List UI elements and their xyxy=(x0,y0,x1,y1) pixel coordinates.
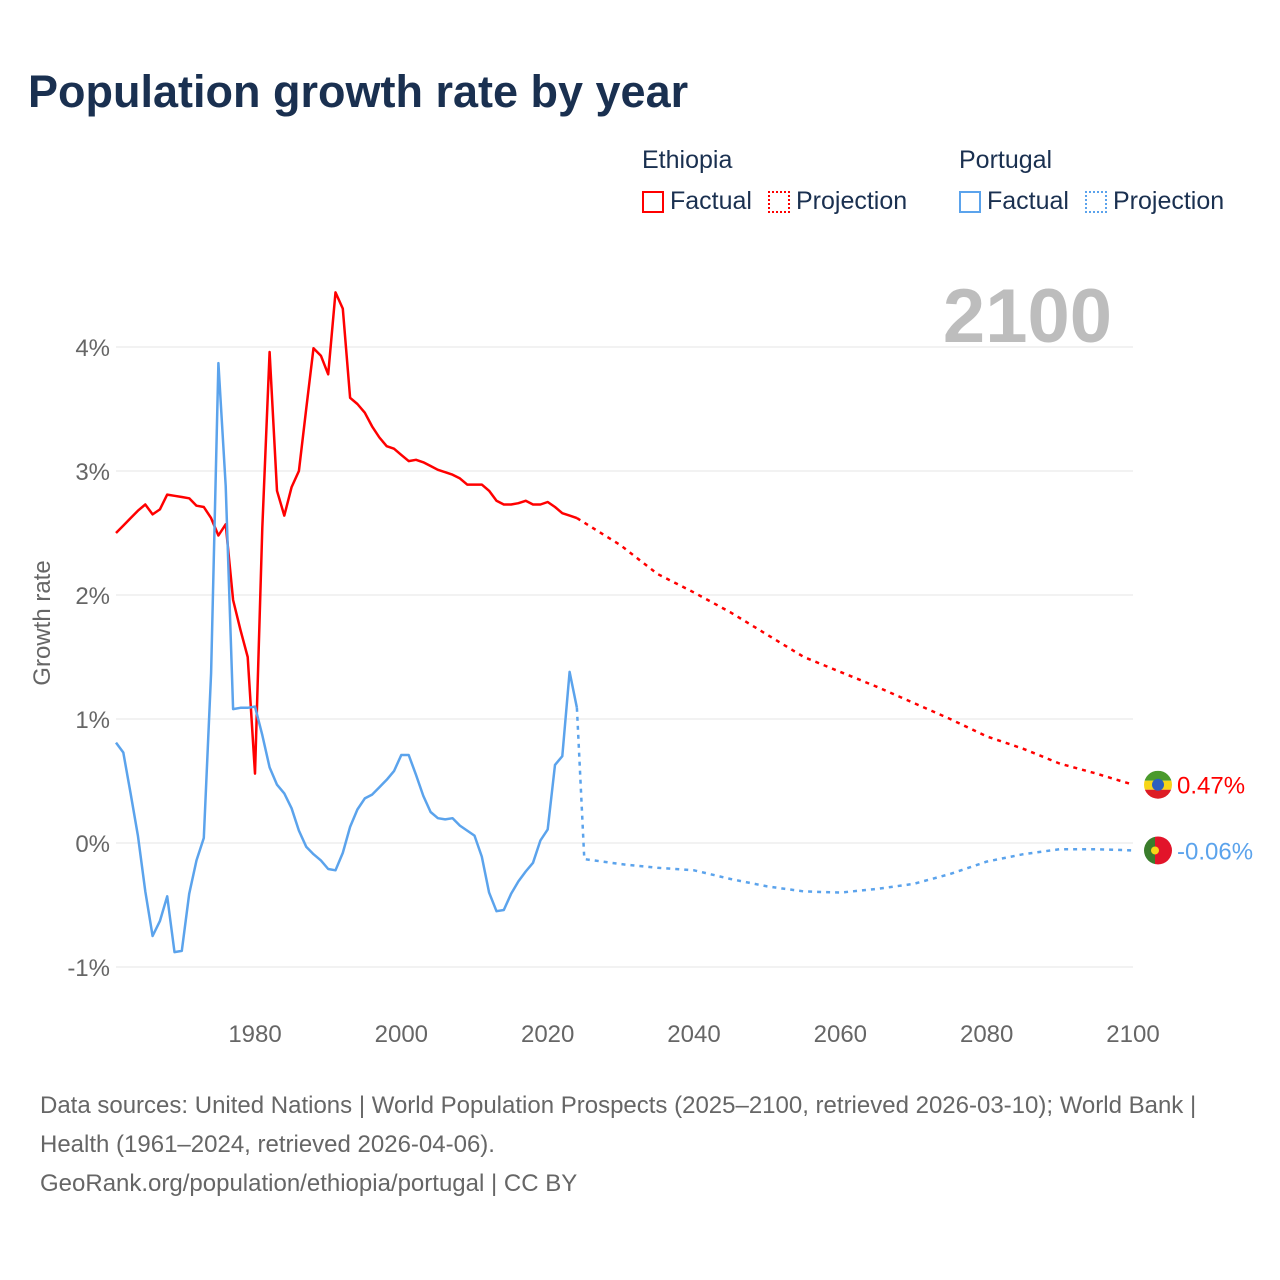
end-label-ethiopia: 0.47% xyxy=(1177,773,1245,800)
series-line-ethiopia-projection xyxy=(576,517,1134,786)
y-tick-label: 1% xyxy=(75,707,110,734)
ethiopia-flag-icon xyxy=(1144,789,1172,799)
page-title: Population growth rate by year xyxy=(28,66,689,117)
footer: Data sources: United Nations | World Pop… xyxy=(40,1086,1240,1203)
x-tick-label: 2020 xyxy=(521,1021,574,1048)
legend-ethiopia-factual[interactable]: Factual xyxy=(642,187,752,216)
portugal-flag-icon xyxy=(1155,836,1172,865)
legend-label: Factual xyxy=(670,187,752,215)
solid-swatch-icon xyxy=(642,190,664,213)
legend-label: Projection xyxy=(795,187,908,215)
legend-portugal-projection[interactable]: Projection xyxy=(1084,187,1225,216)
legend-ethiopia-projection[interactable]: Projection xyxy=(767,187,908,216)
series-line-portugal-factual xyxy=(114,361,579,954)
legend-label: Projection xyxy=(1112,187,1225,215)
legend-group-name: Ethiopia xyxy=(642,146,733,174)
y-tick-label: 3% xyxy=(75,459,110,486)
x-tick-label: 2100 xyxy=(1106,1021,1159,1048)
legend-group-name: Portugal xyxy=(959,146,1053,174)
portugal-flag-icon xyxy=(1144,836,1155,865)
end-label-portugal: -0.06% xyxy=(1177,838,1253,865)
ethiopia-emblem-icon xyxy=(1152,778,1164,791)
y-tick-label: -1% xyxy=(67,955,110,982)
year-indicator: 2100 xyxy=(943,274,1112,359)
x-tick-label: 1980 xyxy=(228,1021,281,1048)
data-sources: Data sources: United Nations | World Pop… xyxy=(40,1092,1197,1158)
solid-swatch-icon xyxy=(959,190,981,213)
legend-ethiopia: Ethiopia Factual Projection xyxy=(642,146,907,216)
portugal-emblem-icon xyxy=(1151,846,1159,855)
x-tick-label: 2000 xyxy=(375,1021,428,1048)
series-line-ethiopia-factual xyxy=(115,291,578,775)
y-tick-label: 2% xyxy=(75,583,110,610)
series-line-portugal-projection xyxy=(575,707,1134,894)
legend-portugal-factual[interactable]: Factual xyxy=(959,187,1069,216)
dotted-swatch-icon xyxy=(767,190,790,213)
credit-link[interactable]: GeoRank.org/population/ethiopia/portugal… xyxy=(40,1170,578,1197)
x-tick-label: 2080 xyxy=(960,1021,1013,1048)
x-tick-label: 2040 xyxy=(667,1021,720,1048)
legend-portugal: Portugal Factual Projection xyxy=(959,146,1224,216)
y-tick-label: 4% xyxy=(75,335,110,362)
dotted-swatch-icon xyxy=(1084,190,1107,213)
y-axis-label: Growth rate xyxy=(29,560,56,685)
legend-label: Factual xyxy=(987,187,1069,215)
ethiopia-flag-icon xyxy=(1144,770,1172,781)
y-tick-label: 0% xyxy=(75,831,110,858)
x-tick-label: 2060 xyxy=(814,1021,867,1048)
